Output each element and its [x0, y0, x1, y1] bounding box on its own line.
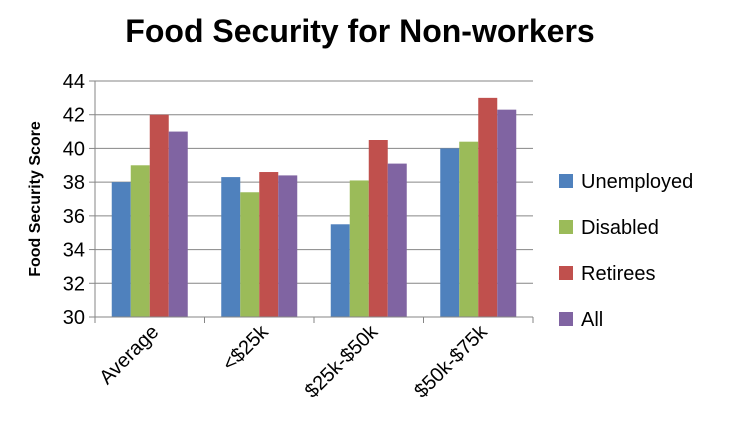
- bar-disabled-2: [349, 180, 369, 317]
- bar-unemployed-3: [440, 148, 460, 317]
- x-tick-label: $25k-$50k: [301, 320, 383, 402]
- bar-retirees-2: [368, 140, 388, 317]
- bar-unemployed-0: [111, 182, 131, 317]
- axes: [89, 80, 534, 323]
- y-tick-label: 34: [63, 240, 85, 262]
- bar-all-1: [278, 175, 298, 317]
- bar-all-0: [168, 131, 188, 317]
- y-tick-labels: 30 32 34 36 38 40 42 44: [63, 71, 85, 329]
- bars: [111, 97, 517, 318]
- bar-retirees-3: [478, 97, 498, 317]
- y-tick-label: 30: [63, 307, 85, 329]
- legend-label-disabled: Disabled: [581, 217, 659, 239]
- bar-disabled-3: [459, 141, 479, 317]
- y-tick-label: 42: [63, 105, 85, 127]
- y-tick-label: 36: [63, 206, 85, 228]
- legend: Unemployed Disabled Retirees All: [559, 171, 693, 331]
- x-tick-label: Average: [95, 321, 163, 389]
- y-tick-label: 32: [63, 273, 85, 295]
- bar-disabled-1: [240, 192, 260, 317]
- bar-all-2: [387, 163, 407, 317]
- legend-swatch-all: [559, 312, 573, 326]
- chart-title: Food Security for Non-workers: [125, 13, 594, 49]
- legend-swatch-retirees: [559, 266, 573, 280]
- legend-label-unemployed: Unemployed: [581, 171, 693, 193]
- x-tick-label: $50k-$75k: [410, 320, 492, 402]
- bar-unemployed-1: [221, 177, 241, 317]
- y-tick-label: 38: [63, 172, 85, 194]
- legend-swatch-unemployed: [559, 174, 573, 188]
- bar-disabled-0: [130, 165, 150, 317]
- x-tick-label: <$25k: [218, 320, 273, 375]
- bar-unemployed-2: [330, 224, 350, 317]
- legend-label-all: All: [581, 309, 603, 331]
- bar-all-3: [497, 109, 517, 318]
- y-tick-label: 44: [63, 71, 85, 93]
- x-tick-labels: Average <$25k $25k-$50k $50k-$75k: [95, 320, 492, 402]
- legend-swatch-disabled: [559, 220, 573, 234]
- y-axis-label: Food Security Score: [27, 121, 44, 277]
- bar-retirees-0: [149, 114, 169, 317]
- legend-label-retirees: Retirees: [581, 263, 655, 285]
- y-tick-label: 40: [63, 138, 85, 160]
- bar-retirees-1: [259, 172, 279, 317]
